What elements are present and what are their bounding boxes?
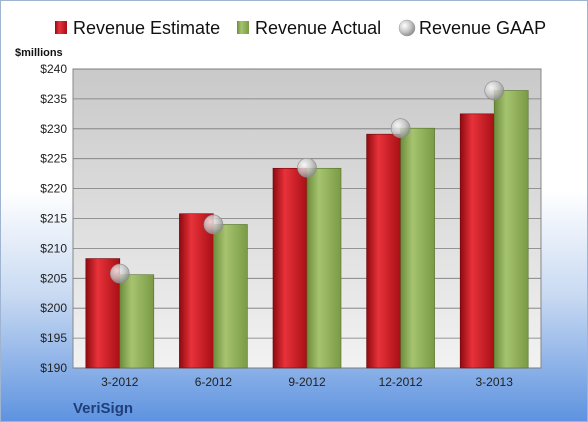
legend-swatch xyxy=(55,21,67,34)
bar-revenue-actual xyxy=(400,127,435,369)
y-tick-label: $195 xyxy=(40,331,67,345)
x-tick-label: 6-2012 xyxy=(195,375,233,389)
y-tick-label: $220 xyxy=(40,182,67,196)
legend-item: Revenue Estimate xyxy=(55,18,220,38)
y-tick-label: $230 xyxy=(40,122,67,136)
marker-revenue-gaap xyxy=(484,80,505,101)
y-tick-label: $225 xyxy=(40,152,67,166)
legend-label: Revenue Estimate xyxy=(73,18,220,38)
y-unit-label: $millions xyxy=(15,47,63,59)
x-tick-label: 12-2012 xyxy=(379,375,423,389)
marker-revenue-gaap xyxy=(110,263,130,284)
y-tick-label: $210 xyxy=(40,241,67,255)
y-tick-label: $235 xyxy=(40,92,67,106)
company-name: VeriSign xyxy=(73,400,133,417)
bar-revenue-actual xyxy=(306,167,342,369)
y-tick-label: $205 xyxy=(40,271,67,285)
legend-label: Revenue GAAP xyxy=(419,18,546,38)
bar-revenue-estimate xyxy=(366,133,401,369)
marker-revenue-gaap xyxy=(390,118,411,139)
x-tick-label: 9-2012 xyxy=(288,375,326,389)
bar-revenue-estimate xyxy=(179,213,214,369)
bar-revenue-actual xyxy=(213,224,248,369)
bar-revenue-actual xyxy=(493,90,529,369)
bar-revenue-estimate xyxy=(272,167,308,369)
legend-swatch xyxy=(398,19,416,37)
y-tick-label: $240 xyxy=(40,62,67,76)
marker-revenue-gaap xyxy=(203,214,224,235)
y-tick-label: $215 xyxy=(40,212,67,226)
marker-revenue-gaap xyxy=(297,157,317,178)
x-tick-label: 3-2012 xyxy=(101,375,139,389)
legend-swatch xyxy=(237,21,249,34)
legend-item: Revenue Actual xyxy=(237,18,381,38)
legend-item: Revenue GAAP xyxy=(398,18,546,38)
y-tick-label: $200 xyxy=(40,301,67,315)
bar-revenue-estimate xyxy=(459,113,495,369)
x-tick-label: 3-2013 xyxy=(476,375,514,389)
legend-label: Revenue Actual xyxy=(255,18,381,38)
bar-revenue-actual xyxy=(119,274,155,369)
y-tick-label: $190 xyxy=(40,361,67,375)
